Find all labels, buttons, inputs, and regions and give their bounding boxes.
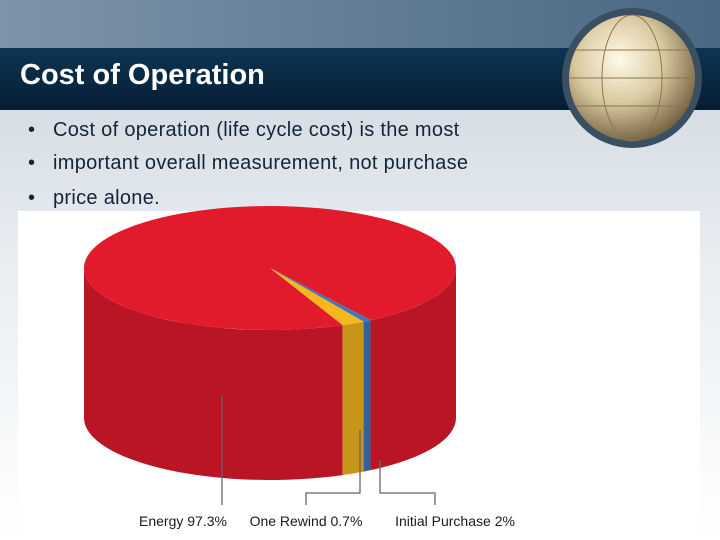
category-label: Energy	[139, 513, 183, 529]
bullet-mark: •	[28, 119, 35, 141]
leader-lines	[221, 395, 436, 505]
globe-logo	[562, 8, 702, 148]
slice-label: Initial Purchase 2%	[395, 513, 515, 529]
slice-label: One Rewind 0.7%	[250, 513, 363, 529]
category-label: One Rewind	[250, 513, 327, 529]
category-label: Initial Purchase	[395, 513, 491, 529]
slice-label: Energy 97.3%	[139, 513, 227, 529]
pie-slice	[84, 205, 457, 330]
pie-slice	[270, 268, 371, 322]
bullet-mark: •	[28, 152, 35, 174]
pie-side	[84, 268, 343, 480]
bullet-text: Cost of operation (life cycle cost) is t…	[53, 119, 460, 141]
value-label: 2%	[495, 513, 515, 529]
pie-side	[363, 320, 371, 472]
pie-slice	[270, 268, 364, 326]
bullet-mark: •	[28, 187, 35, 209]
value-label: 0.7%	[331, 513, 363, 529]
pie-side	[370, 268, 456, 471]
value-label: 97.3%	[187, 513, 227, 529]
slide-title: Cost of Operation	[20, 59, 265, 91]
pie-chart	[84, 205, 457, 480]
bullet-text: price alone.	[53, 187, 160, 209]
pie-side	[342, 321, 364, 476]
bullet-text: important overall measurement, not purch…	[53, 152, 468, 174]
